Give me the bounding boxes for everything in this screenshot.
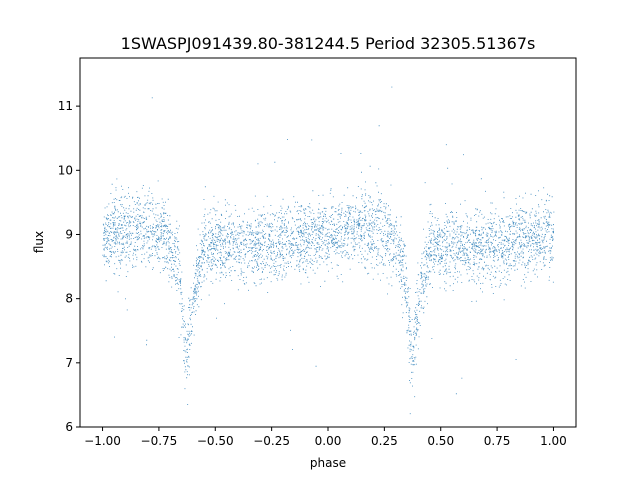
scatter-points <box>102 86 555 415</box>
y-tick-label: 9 <box>65 227 73 241</box>
x-tick-label: 1.00 <box>540 434 567 448</box>
y-tick-label: 11 <box>58 99 73 113</box>
y-tick-label: 10 <box>58 163 73 177</box>
x-tick-label: −0.50 <box>197 434 234 448</box>
x-axis: −1.00 −0.75 −0.50 −0.25 0.00 0.25 0.50 0.75 1.00 <box>84 427 567 448</box>
chart-title: 1SWASPJ091439.80-381244.5 Period 32305.5… <box>121 34 536 53</box>
y-tick-label: 8 <box>65 292 73 306</box>
y-tick-label: 7 <box>65 356 73 370</box>
x-tick-label: 0.50 <box>427 434 454 448</box>
x-tick-label: −0.25 <box>253 434 290 448</box>
y-tick-label: 6 <box>65 420 73 434</box>
x-tick-label: 0.75 <box>484 434 511 448</box>
x-tick-label: −1.00 <box>84 434 121 448</box>
x-axis-label: phase <box>310 456 346 470</box>
x-tick-label: 0.00 <box>315 434 342 448</box>
data-points <box>102 86 555 415</box>
x-tick-label: 0.25 <box>371 434 398 448</box>
y-axis-label: flux <box>32 231 46 253</box>
x-tick-label: −0.75 <box>141 434 178 448</box>
y-axis: 6 7 8 9 10 11 <box>58 99 80 434</box>
